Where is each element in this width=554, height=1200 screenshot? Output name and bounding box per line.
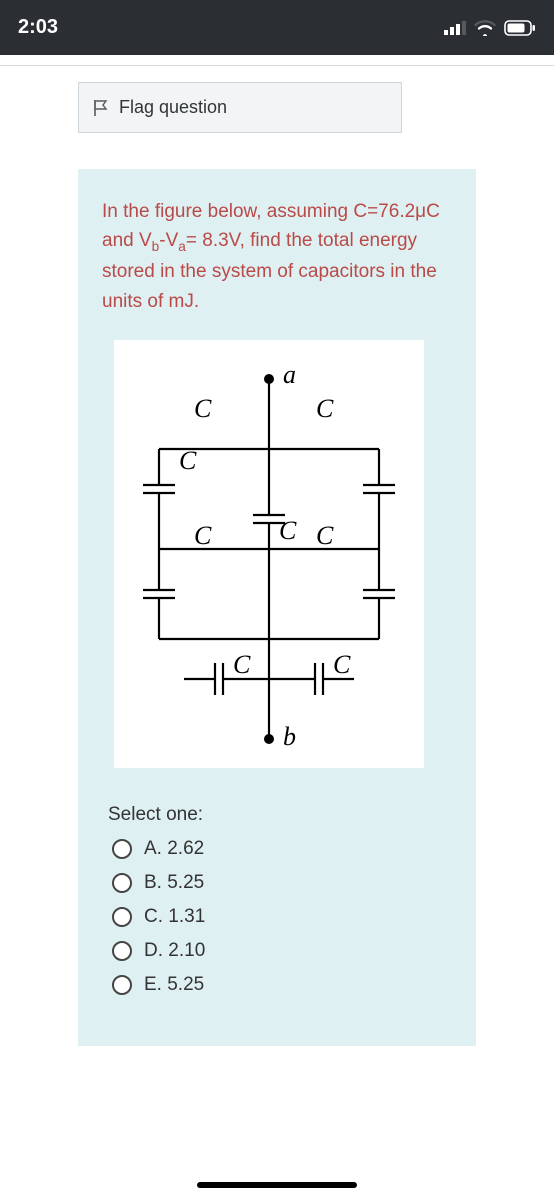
signal-icon [444,21,466,35]
question-prompt: In the figure below, assuming C=76.2μC a… [102,197,452,316]
status-icons [444,20,536,36]
radio-icon [112,839,132,859]
battery-icon [504,20,536,36]
svg-text:a: a [283,360,296,389]
divider [0,65,554,66]
radio-icon [112,975,132,995]
svg-text:C: C [194,521,212,550]
flag-label: Flag question [119,97,227,118]
options-list: A. 2.62 B. 5.25 C. 1.31 D. 2.10 E. 5.25 [112,838,452,996]
option-b[interactable]: B. 5.25 [112,872,452,894]
home-indicator[interactable] [197,1182,357,1188]
svg-text:C: C [316,521,334,550]
circuit-figure: aCCCCCCCCb [114,340,424,768]
svg-text:C: C [233,650,251,679]
option-c[interactable]: C. 1.31 [112,906,452,928]
content-area: Flag question In the figure below, assum… [0,65,554,1046]
option-d[interactable]: D. 2.10 [112,940,452,962]
svg-text:b: b [283,722,296,751]
svg-text:C: C [179,446,197,475]
option-e[interactable]: E. 5.25 [112,974,452,996]
option-a[interactable]: A. 2.62 [112,838,452,860]
question-card: In the figure below, assuming C=76.2μC a… [78,169,476,1046]
status-time: 2:03 [18,16,58,39]
flag-icon [93,99,109,117]
radio-icon [112,941,132,961]
radio-icon [112,873,132,893]
option-label: A. 2.62 [144,838,204,860]
radio-icon [112,907,132,927]
svg-text:C: C [316,394,334,423]
flag-question-button[interactable]: Flag question [78,82,402,133]
option-label: B. 5.25 [144,872,204,894]
svg-text:C: C [333,650,351,679]
select-one-label: Select one: [108,804,452,826]
svg-text:C: C [279,516,297,545]
wifi-icon [474,20,496,36]
svg-text:C: C [194,394,212,423]
option-label: E. 5.25 [144,974,204,996]
option-label: D. 2.10 [144,940,205,962]
option-label: C. 1.31 [144,906,205,928]
status-bar: 2:03 [0,0,554,55]
